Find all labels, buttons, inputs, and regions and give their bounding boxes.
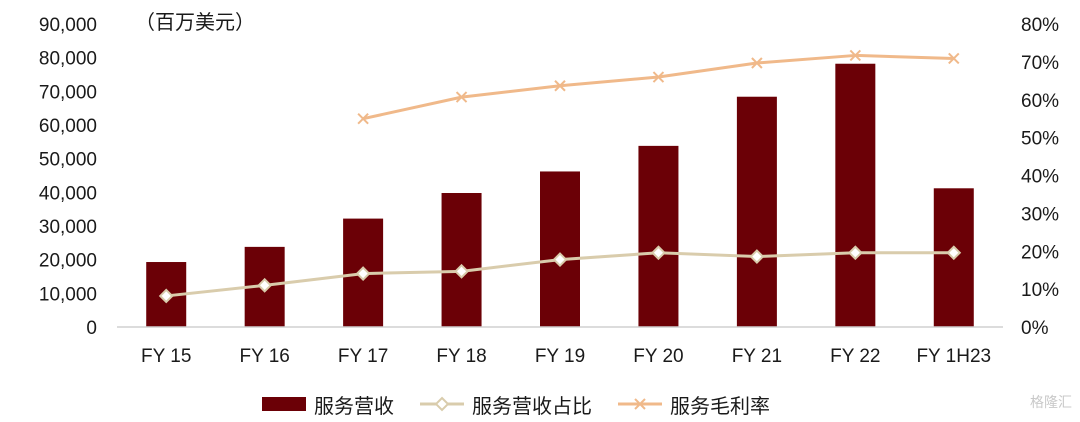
legend-item-service-gross-margin: 服务毛利率 (618, 390, 770, 419)
legend: 服务营收 服务营收占比 服务毛利率 (262, 390, 796, 418)
left-tick-label: 0 (86, 318, 97, 339)
x-tick-label: FY 15 (141, 346, 191, 367)
diamond-point (257, 277, 273, 293)
left-tick-label: 30,000 (39, 217, 97, 238)
legend-label: 服务营收占比 (472, 393, 592, 418)
left-axis-ticks: 0 10,000 20,000 30,000 40,000 50,000 60,000 70,… (39, 15, 97, 339)
bar (540, 171, 580, 327)
bar (835, 63, 876, 328)
right-tick-label: 50% (1021, 129, 1059, 150)
x-point (652, 71, 665, 83)
left-tick-label: 10,000 (39, 284, 97, 305)
left-tick-label: 60,000 (39, 116, 97, 137)
right-tick-label: 10% (1021, 280, 1059, 301)
right-tick-label: 0% (1021, 318, 1049, 339)
diamond-point (552, 252, 568, 267)
right-tick-label: 30% (1021, 204, 1059, 225)
diamond-point (847, 245, 863, 261)
x-point (948, 52, 960, 65)
legend-label: 服务营收 (314, 393, 394, 418)
right-tick-label: 40% (1021, 167, 1059, 188)
x-point (357, 112, 369, 125)
diamond-point (749, 249, 765, 264)
unit-label: （百万美元） (135, 10, 255, 34)
x-tick-label: FY 1H23 (916, 346, 991, 367)
right-tick-label: 20% (1021, 242, 1059, 263)
x-tick-label: FY 22 (830, 346, 880, 367)
bar (736, 96, 777, 327)
x-point (751, 57, 763, 69)
diamond-point (355, 266, 371, 282)
x-point (554, 80, 566, 92)
right-tick-label: 70% (1021, 53, 1059, 74)
diamond-point (158, 288, 174, 304)
diamond-point (454, 263, 469, 279)
legend-item-service-revenue-share: 服务营收占比 (420, 390, 592, 419)
legend-label: 服务毛利率 (670, 393, 770, 418)
left-tick-label: 90,000 (39, 15, 97, 36)
legend-item-service-revenue: 服务营收 (262, 390, 394, 419)
bar (441, 193, 482, 327)
x-tick-label: FY 17 (338, 346, 388, 367)
left-tick-label: 20,000 (39, 251, 97, 272)
left-tick-label: 40,000 (39, 183, 97, 204)
right-tick-label: 80% (1021, 15, 1059, 36)
x-tick-label: FY 18 (436, 346, 486, 367)
legend-bar-swatch (262, 397, 306, 411)
left-tick-label: 80,000 (39, 49, 97, 70)
x-point (849, 49, 862, 62)
bar-series-service-revenue (146, 63, 974, 328)
line-series-service-gross-margin (357, 49, 960, 125)
watermark-logo: 格隆汇 (1030, 395, 1072, 411)
x-point (455, 91, 468, 103)
x-tick-label: FY 20 (633, 346, 683, 367)
x-marker-icon (618, 398, 662, 410)
x-tick-label: FY 21 (732, 346, 782, 367)
diamond-marker-icon (420, 396, 464, 412)
x-axis-categories: FY 15 FY 16 FY 17 FY 18 FY 19 FY 20 FY 21 FY 22… (141, 346, 991, 367)
left-tick-label: 70,000 (39, 82, 97, 103)
bar (638, 145, 679, 327)
line-series-service-revenue-share (158, 245, 962, 304)
diamond-point (651, 245, 666, 261)
left-tick-label: 50,000 (39, 150, 97, 171)
right-tick-label: 60% (1021, 91, 1059, 112)
right-axis-ticks: 0% 10% 20% 30% 40% 50% 60% 70% 80% (1021, 15, 1059, 339)
x-tick-label: FY 16 (239, 346, 289, 367)
x-tick-label: FY 19 (535, 346, 585, 367)
diamond-point (946, 245, 962, 261)
